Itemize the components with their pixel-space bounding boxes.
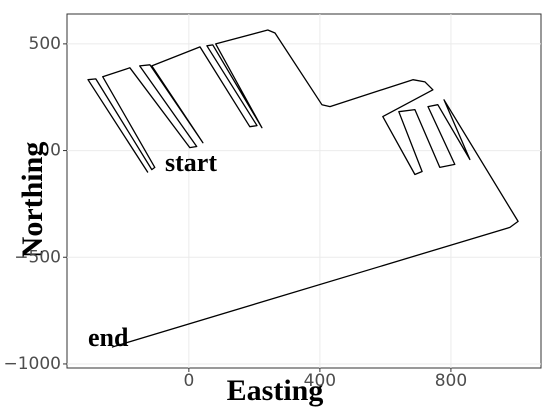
y-tick-label: 0 (50, 141, 61, 161)
x-tick-label: 0 (183, 371, 194, 391)
y-tick-label: 500 (29, 34, 61, 54)
panel (66, 13, 542, 369)
x-tick-label: 400 (304, 371, 336, 391)
y-tick-label: −1000 (3, 354, 61, 374)
y-axis-label: Northing (16, 142, 49, 259)
annotation: end (88, 323, 129, 352)
x-tick-label: 800 (435, 371, 467, 391)
x-axis-label: Easting (227, 374, 324, 407)
y-tick-label: −500 (14, 247, 61, 267)
annotation: start (165, 148, 217, 177)
trajectory (87, 29, 519, 348)
